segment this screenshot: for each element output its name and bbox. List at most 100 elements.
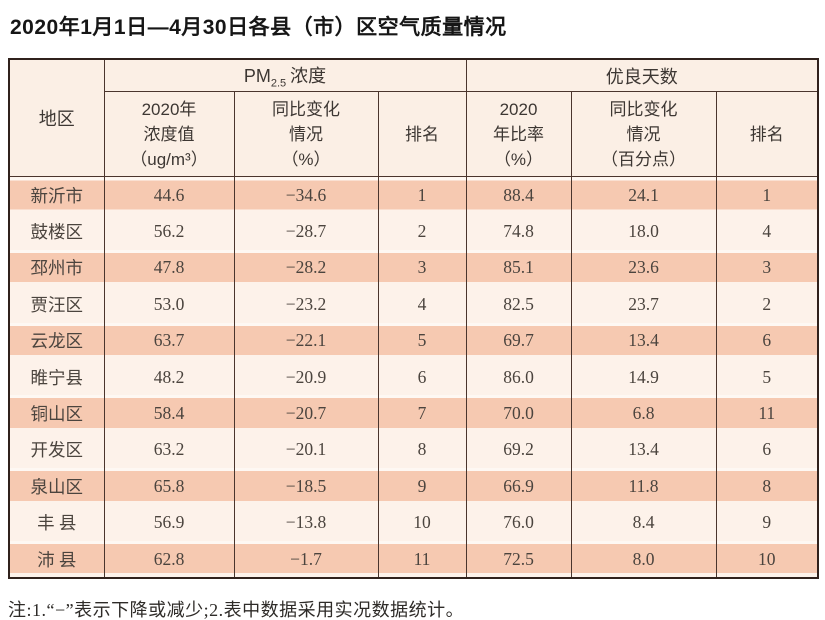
table-row: 铜山区 58.4 −20.7 7 70.0 6.8 11 <box>8 395 819 432</box>
table-row: 新沂市 44.6 −34.6 1 88.4 24.1 1 <box>8 176 819 214</box>
cell-days-rank: 11 <box>715 395 819 432</box>
cell-pm-rank: 7 <box>377 395 467 432</box>
cell-pm-value: 44.6 <box>103 176 235 214</box>
cell-days-rank: 9 <box>715 504 819 541</box>
header-sub-row: 2020年 浓度值 （ug/m³） 同比变化 情况 （%） 排名 2020 年比… <box>9 91 819 177</box>
cell-pm-rank: 3 <box>377 249 467 287</box>
col-header-line: 2020年 <box>141 99 197 119</box>
col-header-days-change: 同比变化 情况 （百分点） <box>570 91 717 177</box>
air-quality-table: 地区 PM2.5 浓度 优良天数 2020年 浓度值 （ug/m³） 同比变化 情… <box>8 58 819 580</box>
cell-pm-value: 53.0 <box>103 286 235 323</box>
cell-region: 沛 县 <box>8 540 105 579</box>
cell-days-rate: 69.7 <box>465 322 572 359</box>
cell-days-rate: 76.0 <box>465 504 572 541</box>
cell-pm-change: −1.7 <box>233 540 379 579</box>
cell-region: 铜山区 <box>8 395 105 432</box>
cell-pm-rank: 9 <box>377 468 467 505</box>
cell-days-rate: 86.0 <box>465 358 572 396</box>
col-header-line: 同比变化 <box>609 99 678 119</box>
cell-pm-value: 63.2 <box>103 431 235 469</box>
col-header-days-rate: 2020 年比率 （%） <box>465 91 572 177</box>
cell-region: 鼓楼区 <box>8 213 105 250</box>
cell-pm-change: −20.9 <box>233 358 379 396</box>
cell-region: 开发区 <box>8 431 105 469</box>
cell-pm-change: −13.8 <box>233 504 379 541</box>
cell-region: 新沂市 <box>8 176 105 214</box>
cell-region: 邳州市 <box>8 249 105 287</box>
cell-pm-change: −28.7 <box>233 213 379 250</box>
col-header-line: 情况 <box>289 124 323 144</box>
cell-days-rank: 3 <box>715 249 819 287</box>
col-header-line: （ug/m³） <box>130 149 208 169</box>
cell-pm-rank: 6 <box>377 358 467 396</box>
col-header-line: 情况 <box>626 124 661 144</box>
col-header-line: 浓度值 <box>143 124 195 144</box>
table-row: 睢宁县 48.2 −20.9 6 86.0 14.9 5 <box>8 358 819 396</box>
footnote: 注:1.“−”表示下降或减少;2.表中数据采用实况数据统计。 <box>8 600 465 620</box>
table-row: 贾汪区 53.0 −23.2 4 82.5 23.7 2 <box>8 286 819 323</box>
cell-days-rank: 10 <box>715 540 819 579</box>
cell-days-rate: 85.1 <box>465 249 572 287</box>
cell-pm-rank: 1 <box>377 176 467 214</box>
cell-days-change: 18.0 <box>570 213 717 250</box>
corner-header-region: 地区 <box>8 59 105 177</box>
cell-days-change: 8.4 <box>570 504 717 541</box>
cell-pm-change: −20.1 <box>233 431 379 469</box>
cell-days-rank: 6 <box>715 322 819 359</box>
cell-days-rate: 88.4 <box>465 176 572 214</box>
cell-days-rate: 70.0 <box>465 395 572 432</box>
cell-days-rate: 69.2 <box>465 431 572 469</box>
cell-pm-value: 63.7 <box>103 322 235 359</box>
col-header-line: （百分点） <box>601 149 686 169</box>
table-row: 邳州市 47.8 −28.2 3 85.1 23.6 3 <box>8 249 819 287</box>
table-header: 地区 PM2.5 浓度 优良天数 2020年 浓度值 （ug/m³） 同比变化 情… <box>8 59 819 177</box>
col-header-pm-change: 同比变化 情况 （%） <box>233 91 379 177</box>
cell-pm-rank: 5 <box>377 322 467 359</box>
col-header-line: （%） <box>281 149 331 169</box>
cell-days-rate: 66.9 <box>465 468 572 505</box>
cell-region: 云龙区 <box>8 322 105 359</box>
table-row: 云龙区 63.7 −22.1 5 69.7 13.4 6 <box>8 322 819 359</box>
cell-region: 贾汪区 <box>8 286 105 323</box>
cell-days-rank: 5 <box>715 358 819 396</box>
pm25-label-subscript: 2.5 <box>270 77 287 90</box>
header-group-row: 地区 PM2.5 浓度 优良天数 <box>8 59 819 177</box>
cell-pm-change: −34.6 <box>233 176 379 214</box>
cell-pm-value: 48.2 <box>103 358 235 396</box>
cell-pm-change: −20.7 <box>233 395 379 432</box>
cell-days-rank: 8 <box>715 468 819 505</box>
cell-pm-rank: 11 <box>377 540 467 579</box>
table-row: 泉山区 65.8 −18.5 9 66.9 11.8 8 <box>8 468 819 505</box>
page-title: 2020年1月1日—4月30日各县（市）区空气质量情况 <box>10 16 507 39</box>
col-header-line: 2020 <box>499 99 538 119</box>
col-header-line: 同比变化 <box>272 99 340 119</box>
group-header-pm25: PM2.5 浓度 <box>103 59 467 92</box>
cell-days-change: 23.6 <box>570 249 717 287</box>
cell-days-change: 13.4 <box>570 431 717 469</box>
col-header-line: （%） <box>493 149 544 169</box>
cell-days-change: 23.7 <box>570 286 717 323</box>
cell-days-change: 14.9 <box>570 358 717 396</box>
cell-days-rate: 74.8 <box>465 213 572 250</box>
cell-days-rate: 72.5 <box>465 540 572 579</box>
cell-days-change: 11.8 <box>570 468 717 505</box>
cell-pm-value: 62.8 <box>103 540 235 579</box>
cell-pm-value: 47.8 <box>103 249 235 287</box>
cell-days-rank: 4 <box>715 213 819 250</box>
table-row: 丰 县 56.9 −13.8 10 76.0 8.4 9 <box>8 504 819 541</box>
pm25-label-suffix: 浓度 <box>290 65 327 86</box>
cell-days-rank: 2 <box>715 286 819 323</box>
cell-pm-change: −28.2 <box>233 249 379 287</box>
cell-pm-rank: 10 <box>377 504 467 541</box>
cell-pm-rank: 8 <box>377 431 467 469</box>
pm25-label-prefix: PM <box>243 65 271 86</box>
cell-pm-rank: 2 <box>377 213 467 250</box>
col-header-pm-rank: 排名 <box>377 91 467 177</box>
cell-pm-change: −23.2 <box>233 286 379 323</box>
cell-region: 睢宁县 <box>8 358 105 396</box>
cell-pm-value: 58.4 <box>103 395 235 432</box>
group-header-good-days: 优良天数 <box>465 59 819 92</box>
col-header-days-rank: 排名 <box>715 91 819 177</box>
col-header-pm-value: 2020年 浓度值 （ug/m³） <box>103 91 235 177</box>
